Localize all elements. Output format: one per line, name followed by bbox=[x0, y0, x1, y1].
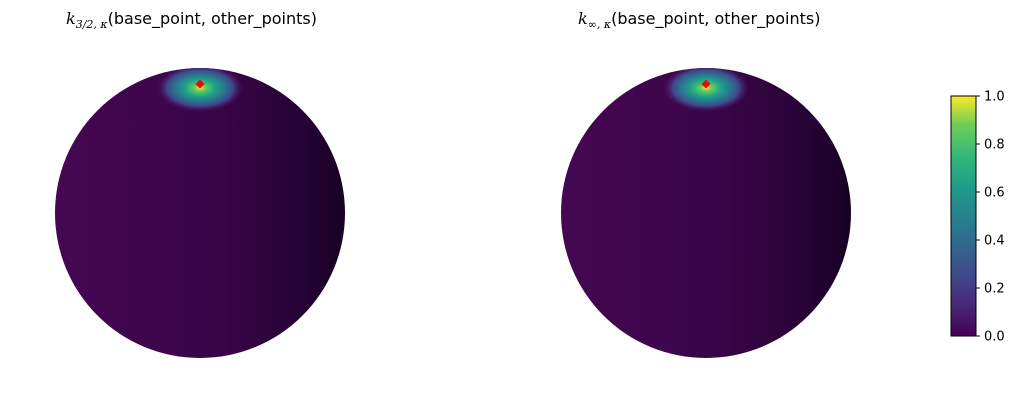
colorbar-tick-label: 0.8 bbox=[984, 138, 1005, 153]
colorbar-tick-label: 0.0 bbox=[984, 330, 1005, 345]
right-plot-title: k∞, κ(base_point, other_points) bbox=[578, 9, 821, 32]
right-sphere-plot bbox=[561, 68, 851, 358]
left-sphere-plot bbox=[55, 68, 345, 358]
colorbar-gradient bbox=[950, 95, 977, 337]
colorbar: 0.0 0.2 0.4 0.6 0.8 1.0 bbox=[950, 90, 1005, 345]
colorbar-tick-label: 0.2 bbox=[984, 282, 1005, 297]
base-point-marker bbox=[701, 79, 711, 89]
sphere-surface bbox=[561, 68, 851, 358]
colorbar-tick-label: 0.4 bbox=[984, 234, 1005, 249]
base-point-marker bbox=[195, 79, 205, 89]
left-plot-title: k3/2, κ(base_point, other_points) bbox=[66, 9, 317, 32]
colorbar-tick-label: 1.0 bbox=[984, 90, 1005, 105]
sphere-surface bbox=[55, 68, 345, 358]
colorbar-tick-label: 0.6 bbox=[984, 186, 1005, 201]
